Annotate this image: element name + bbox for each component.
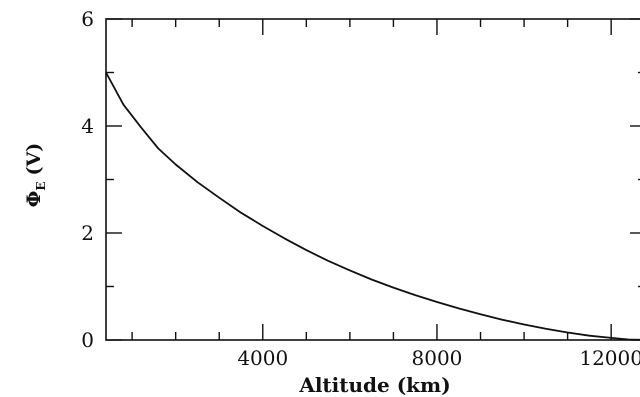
series-line	[105, 72, 640, 341]
x-tick-label: 12000	[579, 346, 640, 370]
y-axis-symbol: Φ	[23, 191, 45, 208]
y-axis-subscript: E	[34, 182, 48, 191]
axis-ticks	[106, 18, 640, 341]
y-tick-label: 6	[81, 7, 94, 31]
x-tick-label: 4000	[237, 346, 288, 370]
x-tick-label: 8000	[412, 346, 463, 370]
labels-group: Altitude (km) ΦE (V) 4000 8000 12000 0 2 4 6	[23, 7, 640, 397]
x-axis-title: Altitude (km)	[298, 373, 450, 397]
y-axis-title: ΦE (V)	[23, 143, 48, 207]
y-tick-label: 0	[81, 328, 94, 352]
y-tick-label: 4	[81, 114, 94, 138]
series-group	[105, 72, 640, 341]
y-axis-unit: (V)	[23, 143, 45, 176]
y-axis-title-text: ΦE (V)	[23, 143, 48, 207]
plot-frame-group	[105, 18, 640, 341]
y-tick-label: 2	[81, 221, 94, 245]
plot-frame	[105, 18, 640, 341]
